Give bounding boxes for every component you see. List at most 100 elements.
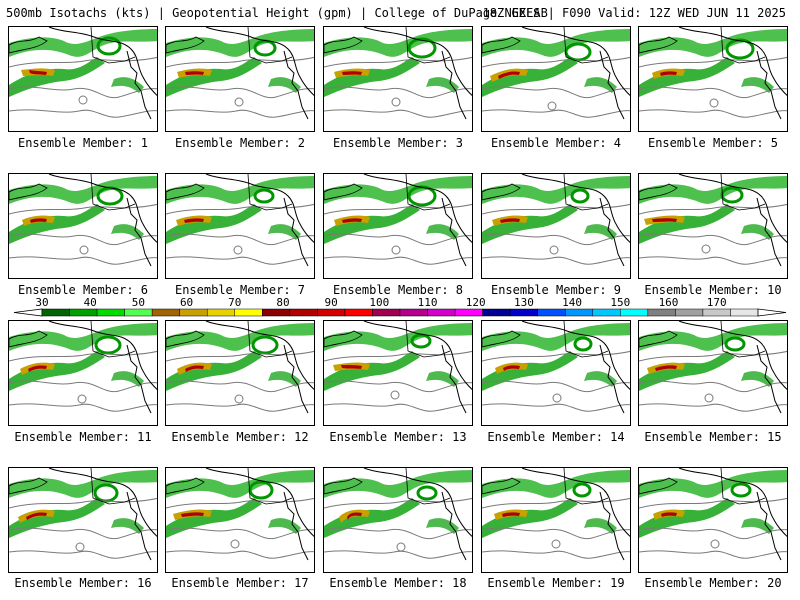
isotach-max (652, 218, 677, 222)
height-contour (482, 497, 630, 509)
colorbar-swatch (151, 308, 180, 317)
jet-ring (730, 482, 752, 498)
ensemble-member-map (481, 320, 631, 426)
colorbar-tick-label: 30 (35, 296, 48, 309)
height-contour (482, 550, 630, 559)
border-line (563, 27, 609, 64)
ensemble-member-label: Ensemble Member: 4 (490, 136, 622, 150)
height-contour (639, 203, 787, 215)
colorbar-swatch (454, 308, 483, 317)
colorbar-swatch (647, 308, 676, 317)
coastline (521, 321, 630, 390)
height-contour (324, 109, 472, 118)
coastline (639, 477, 678, 495)
height-contour (482, 233, 630, 246)
height-contour (166, 527, 314, 540)
border-line (90, 468, 136, 505)
border-line (720, 321, 766, 358)
colorbar-high-arrow (757, 308, 787, 317)
coastline (482, 183, 521, 201)
ensemble-member-label: Ensemble Member: 1 (17, 136, 149, 150)
isotach-region (166, 470, 314, 498)
height-contour (77, 394, 87, 404)
colorbar-swatch (702, 308, 731, 317)
coastline (283, 197, 309, 267)
border-line (720, 174, 766, 211)
ensemble-member-map (165, 173, 315, 279)
height-contour (79, 245, 89, 255)
isotach-max (498, 71, 520, 79)
height-contour (75, 542, 85, 552)
border-line (563, 468, 609, 505)
height-contour (166, 497, 314, 509)
ensemble-member-map (165, 26, 315, 132)
height-contour (324, 550, 472, 559)
height-contour (233, 245, 243, 255)
ensemble-member-map (8, 320, 158, 426)
height-contour (324, 233, 472, 246)
height-contour (9, 109, 157, 118)
coastline (482, 477, 521, 495)
ensemble-member-label: Ensemble Member: 2 (174, 136, 306, 150)
coastline (166, 183, 205, 201)
coastline (441, 491, 467, 561)
border-line (247, 174, 293, 211)
ensemble-member-label: Ensemble Member: 18 (329, 576, 467, 590)
ensemble-member-map (481, 173, 631, 279)
border-line (90, 174, 136, 211)
ensemble-member-label: Ensemble Member: 19 (487, 576, 625, 590)
height-contour (166, 233, 314, 246)
height-contour (9, 550, 157, 559)
isotach-max (342, 71, 362, 75)
height-contour (324, 86, 472, 99)
ensemble-member-label: Ensemble Member: 16 (14, 576, 152, 590)
coastline (639, 183, 678, 201)
isotach-max (503, 365, 520, 371)
coastline (9, 36, 48, 54)
border-line (90, 27, 136, 64)
isotach-max (185, 365, 204, 372)
coastline (521, 27, 630, 96)
height-contour (9, 527, 157, 540)
height-contour (482, 527, 630, 540)
isotach-region (166, 323, 314, 351)
coastline (166, 330, 205, 348)
colorbar-swatch (317, 308, 346, 317)
height-contour (551, 539, 561, 549)
height-contour (166, 403, 314, 412)
coastline (521, 174, 630, 243)
colorbar-swatch (179, 308, 208, 317)
isotach-region (324, 29, 472, 57)
ensemble-member-label: Ensemble Member: 10 (644, 283, 782, 297)
isotach-max (502, 512, 520, 517)
ensemble-member-map (638, 320, 788, 426)
height-contour (639, 86, 787, 99)
height-contour (482, 256, 630, 265)
colorbar-swatch (41, 308, 70, 317)
height-contour (482, 86, 630, 99)
coastline (441, 50, 467, 120)
height-contour (166, 56, 314, 68)
coastline (639, 36, 678, 54)
height-contour (9, 56, 157, 68)
jet-ring (410, 333, 432, 349)
height-contour (9, 203, 157, 215)
isotach-region (324, 176, 472, 204)
ensemble-member-label: Ensemble Member: 12 (171, 430, 309, 444)
header: 500mb Isotachs (kts) | Geopotential Heig… (0, 0, 800, 22)
coastline (205, 27, 314, 96)
coastline (9, 183, 48, 201)
isotach-region (639, 29, 787, 57)
isotach-region (166, 29, 314, 57)
border-line (405, 321, 451, 358)
coastline (441, 197, 467, 267)
coastline (363, 321, 472, 390)
ensemble-member-map (8, 467, 158, 573)
isotach-max (341, 365, 362, 369)
colorbar-swatch (564, 308, 594, 317)
colorbar-swatch (482, 308, 511, 317)
height-contour (324, 203, 472, 215)
isotach-region (639, 176, 787, 204)
jet-ring (253, 188, 275, 204)
jet-ring (96, 36, 122, 56)
